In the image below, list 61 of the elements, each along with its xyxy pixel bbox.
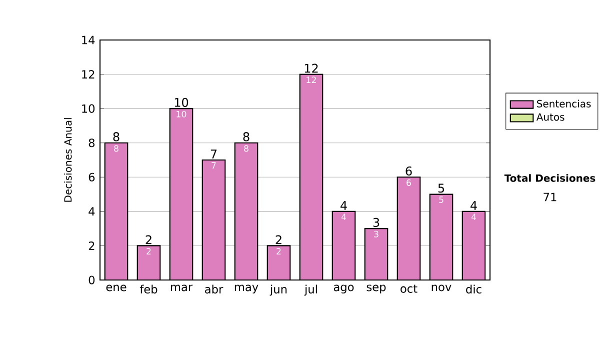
data-label: 3 xyxy=(374,230,378,238)
bar xyxy=(234,142,258,280)
data-label: 5 xyxy=(439,196,444,203)
total-label: 8 xyxy=(243,132,250,142)
x-tick-label: ene xyxy=(106,284,126,292)
total-label: 5 xyxy=(438,184,444,193)
total-label: 3 xyxy=(373,218,380,227)
total-label: 12 xyxy=(304,64,318,73)
total-label: 6 xyxy=(406,166,412,176)
total-label: 4 xyxy=(470,201,477,210)
x-tick-label: oct xyxy=(400,284,418,293)
total-label: 2 xyxy=(146,235,152,244)
bar xyxy=(430,194,453,280)
data-label: 4 xyxy=(341,214,346,220)
data-label: 8 xyxy=(244,145,248,152)
y-tick-label: 4 xyxy=(88,207,95,216)
bar xyxy=(267,246,290,280)
y-tick-label: 8 xyxy=(88,138,95,148)
text: 71 xyxy=(544,192,556,202)
data-label: 6 xyxy=(406,179,411,186)
total-label: 10 xyxy=(174,98,188,107)
bar xyxy=(332,211,356,280)
data-label: 2 xyxy=(276,248,281,254)
x-tick-label: nov xyxy=(432,284,452,292)
data-label: 12 xyxy=(306,76,316,83)
legend-label: Autos xyxy=(536,113,564,121)
bar xyxy=(364,228,388,280)
bar xyxy=(104,142,128,280)
text: Total Decisiones xyxy=(504,174,596,182)
y-axis-title: Decisiones Anual xyxy=(64,118,72,202)
x-tick-label: dic xyxy=(466,284,482,294)
y-tick-label: 2 xyxy=(88,242,94,250)
bar xyxy=(397,177,420,280)
x-tick-label: mar xyxy=(170,284,193,292)
data-label: 7 xyxy=(212,162,216,169)
total-label: 7 xyxy=(210,150,217,158)
y-tick-label: 14 xyxy=(82,36,95,44)
total-label: 2 xyxy=(276,235,282,244)
data-label: 8 xyxy=(114,145,118,152)
x-tick-label: abr xyxy=(205,284,224,294)
y-tick-label: 10 xyxy=(82,104,95,113)
bar xyxy=(462,210,486,280)
x-tick-label: ago xyxy=(334,284,354,294)
bar xyxy=(137,246,160,280)
total-label: 4 xyxy=(340,201,347,210)
data-label: 10 xyxy=(176,110,186,118)
x-tick-label: may xyxy=(234,284,258,294)
x-tick-label: jul xyxy=(304,284,317,296)
bar xyxy=(170,108,193,280)
y-tick-label: 12 xyxy=(82,70,94,78)
legend-label: Sentencias xyxy=(537,100,591,108)
y-tick-label: 6 xyxy=(88,172,95,182)
x-tick-label: feb xyxy=(140,284,158,294)
y-tick-label: 0 xyxy=(88,276,95,284)
total-label: 8 xyxy=(113,132,120,142)
x-tick-label: jun xyxy=(270,284,287,296)
bar xyxy=(202,160,226,280)
x-tick-label: sep xyxy=(366,284,386,294)
data-label: 4 xyxy=(471,214,476,220)
bar xyxy=(300,74,323,280)
data-label: 2 xyxy=(146,248,151,254)
